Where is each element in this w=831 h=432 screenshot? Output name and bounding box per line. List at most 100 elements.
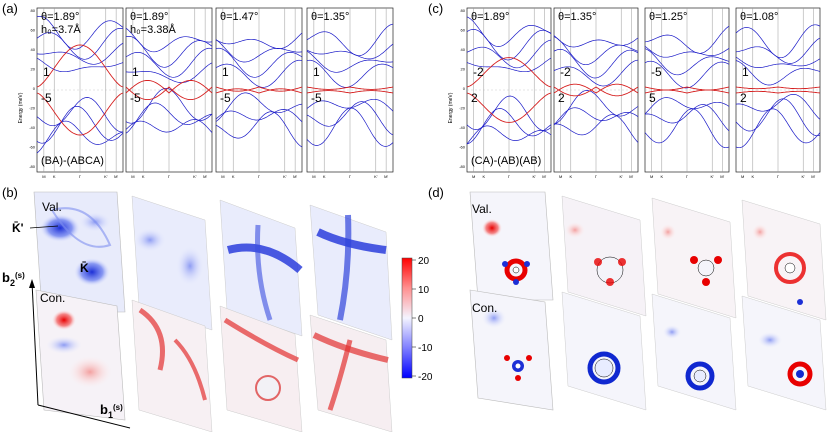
x-tick-label: Γ <box>777 174 780 179</box>
chern-bottom: -5 <box>311 91 322 105</box>
colorbar-tick-label: 20 <box>418 256 430 267</box>
remote-band <box>553 107 639 126</box>
y-tick-label: -40 <box>459 125 466 130</box>
remote-band <box>553 114 639 143</box>
remote-band <box>125 102 213 134</box>
remote-band <box>553 36 639 66</box>
x-tick-label: Γ <box>79 174 82 179</box>
remote-band <box>735 98 821 137</box>
x-tick-label: M <box>131 174 134 179</box>
panel-label-d: (d) <box>428 185 444 200</box>
remote-band <box>644 25 730 54</box>
chern-top: 1 <box>43 65 50 79</box>
remote-band <box>644 60 730 89</box>
map-d-con-1 <box>469 289 554 411</box>
remote-band <box>644 97 730 115</box>
x-tick-label: Γ <box>595 174 598 179</box>
band-a-panel-3: θ=1.47° 1 -5 M K Γ K' M' <box>215 7 303 179</box>
y-tick-label: -20 <box>29 106 36 111</box>
x-tick-label: M <box>221 174 224 179</box>
y-tick-label: 80 <box>31 8 36 13</box>
x-tick-label: M' <box>629 174 633 179</box>
chern-bottom: 5 <box>649 91 656 105</box>
x-tick-label: M' <box>811 174 815 179</box>
x-tick-label: M <box>741 174 744 179</box>
band-structure-group-c: θ=1.89° -2 2 (CA)-(AB)(AB) M K Γ K' M' 80 60 40 20 0 -… <box>459 7 821 179</box>
colorbar-tick-label: -20 <box>418 372 433 383</box>
colorbar-ticks: 20 10 0 -10 -20 <box>412 256 433 383</box>
remote-band <box>306 59 394 88</box>
chern-bottom: -5 <box>220 91 231 105</box>
remote-band <box>466 108 552 145</box>
remote-band <box>125 62 213 83</box>
flat-band <box>125 79 213 94</box>
x-tick-label: K' <box>374 174 378 179</box>
flat-band <box>36 44 124 88</box>
x-tick-label: M' <box>542 174 546 179</box>
remote-band <box>125 27 213 53</box>
remote-band <box>36 15 124 50</box>
x-tick-label: K <box>142 174 145 179</box>
band-a-panel-4: θ=1.35° 1 -5 M K Γ K' M' <box>306 7 394 179</box>
colorbar-tick-label: 0 <box>418 314 424 325</box>
flat-band <box>215 88 303 94</box>
x-tick-label: K <box>53 174 56 179</box>
flat-band <box>553 86 639 97</box>
remote-band <box>466 57 552 73</box>
remote-band <box>644 48 730 76</box>
label-con-b: Con. <box>40 291 65 305</box>
remote-band <box>466 125 552 145</box>
band-c-panel-3: θ=1.25° -5 5 M K Γ K' M' <box>644 7 730 179</box>
chern-top: 1 <box>132 65 139 79</box>
twist-angle: θ=1.35° <box>558 11 596 23</box>
remote-band <box>36 97 124 133</box>
remote-band <box>306 23 394 57</box>
x-tick-label: K' <box>801 174 805 179</box>
interlayer-distance: h₀=3.7Å <box>41 23 81 36</box>
x-tick-label: Γ <box>168 174 171 179</box>
flat-band <box>553 83 639 94</box>
y-tick-label: -80 <box>29 164 36 169</box>
twist-angle: θ=1.08° <box>740 11 778 23</box>
flat-band <box>125 86 213 101</box>
remote-band <box>215 39 303 63</box>
label-val-b: Val. <box>42 200 62 214</box>
x-tick-label: K' <box>104 174 108 179</box>
label-kprime-b: K̄' <box>12 221 24 235</box>
flat-band <box>644 86 730 91</box>
remote-band <box>735 37 821 64</box>
x-tick-label: M <box>472 174 475 179</box>
x-tick-label: K' <box>532 174 536 179</box>
flat-band <box>735 90 821 94</box>
remote-band <box>553 48 639 79</box>
remote-band <box>36 42 124 65</box>
remote-band <box>644 104 730 132</box>
y-tick-label: 40 <box>31 47 36 52</box>
b1-arrow <box>37 404 131 429</box>
remote-band <box>215 47 303 78</box>
x-tick-label: Γ <box>349 174 352 179</box>
x-tick-label: K <box>660 174 663 179</box>
x-tick-label: M' <box>293 174 297 179</box>
y-tick-label: -80 <box>459 164 466 169</box>
chern-top: 1 <box>742 65 749 79</box>
remote-band <box>36 120 124 154</box>
band-c-panel-1: θ=1.89° -2 2 (CA)-(AB)(AB) M K Γ K' M' 80 60 40 20 0 -… <box>459 7 552 179</box>
flat-band <box>215 86 303 92</box>
y-tick-label: -40 <box>29 125 36 130</box>
chern-bottom: 2 <box>471 91 478 105</box>
y-tick-label: 20 <box>31 67 36 72</box>
twist-angle: θ=1.35° <box>311 11 349 23</box>
x-tick-label: K <box>323 174 326 179</box>
x-tick-label: M' <box>720 174 724 179</box>
flat-band <box>466 92 552 123</box>
x-tick-label: Γ <box>686 174 689 179</box>
stacking-label: (CA)-(AB)(AB) <box>471 155 541 167</box>
twist-angle: θ=1.25° <box>649 11 687 23</box>
chern-bottom: 2 <box>740 91 747 105</box>
remote-band <box>215 59 303 88</box>
remote-band <box>125 119 213 133</box>
flat-band <box>644 89 730 94</box>
band-ylabel-c: Energy (meV) <box>448 92 454 123</box>
